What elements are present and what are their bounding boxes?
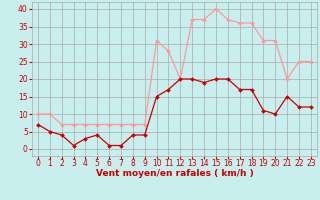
X-axis label: Vent moyen/en rafales ( km/h ): Vent moyen/en rafales ( km/h ) — [96, 169, 253, 178]
